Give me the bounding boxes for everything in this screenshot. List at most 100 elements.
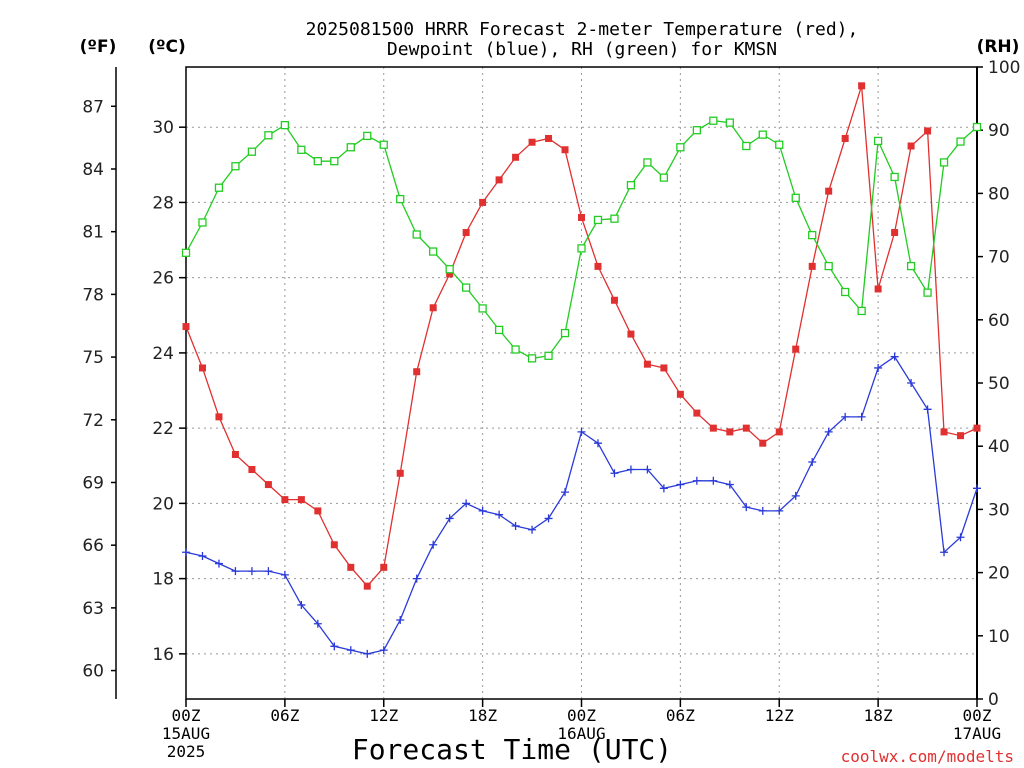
dewpoint-point [742, 503, 751, 512]
dewpoint-point [528, 525, 537, 534]
temperature-series [182, 82, 981, 590]
dewpoint-point [857, 412, 866, 421]
temperature-point [198, 364, 206, 372]
dewpoint-point [725, 480, 734, 489]
temperature-point [627, 330, 635, 338]
temperature-point [742, 424, 750, 432]
dewpoint-point [956, 533, 965, 542]
dewpoint-point [643, 465, 652, 474]
fahrenheit-tick-label: 84 [82, 160, 104, 180]
axes [111, 66, 983, 707]
temperature-point [363, 582, 371, 590]
rh-point [841, 287, 850, 297]
rh-point [313, 157, 322, 166]
grid-lines [186, 67, 977, 699]
dewpoint-point [692, 476, 701, 485]
dewpoint-point [297, 600, 306, 609]
rh-point [758, 130, 767, 139]
temperature-point [413, 368, 421, 376]
rh-point [890, 172, 899, 182]
temperature-point [462, 229, 470, 237]
dewpoint-series [182, 352, 981, 658]
temperature-point [380, 563, 388, 571]
dewpoint-point [363, 649, 372, 658]
rh-point [692, 126, 702, 135]
temperature-point [479, 198, 487, 206]
dewpoint-point [511, 521, 520, 530]
temperature-point [825, 187, 833, 195]
temperature-point [281, 496, 289, 504]
rh-tick-label: 100 [988, 58, 1020, 78]
celsius-tick-label: 18 [152, 570, 174, 590]
rh-point [396, 194, 405, 204]
dewpoint-point [379, 646, 388, 655]
rh-point [725, 118, 734, 127]
rh-point [511, 345, 520, 354]
temperature-point [924, 127, 932, 135]
rh-point [264, 131, 273, 140]
rh-point [676, 143, 685, 152]
temperature-point [858, 82, 866, 90]
temperature-point [594, 262, 602, 270]
temperature-point [231, 450, 239, 458]
temperature-point [676, 390, 684, 398]
rh-point [906, 261, 916, 271]
rh-tick-label: 80 [988, 184, 1010, 204]
celsius-tick-label: 26 [152, 269, 174, 289]
rh-point [577, 244, 586, 253]
rh-point [857, 306, 866, 316]
temperature-point [512, 153, 520, 161]
rh-point [231, 162, 240, 171]
dewpoint-point [824, 427, 833, 436]
dewpoint-point [445, 514, 454, 523]
rh-point [593, 215, 603, 225]
celsius-tick-label: 16 [152, 645, 174, 665]
temperature-point [561, 146, 569, 154]
rh-point [198, 218, 207, 227]
x-tick-label: 00Z [172, 706, 201, 725]
dewpoint-point [709, 476, 718, 485]
x-tick-label: 00Z [963, 706, 992, 725]
temperature-point [775, 428, 783, 436]
dewpoint-point [577, 427, 586, 436]
celsius-tick-label: 22 [152, 419, 174, 439]
temperature-point [940, 428, 948, 436]
rh-point [972, 122, 982, 132]
rh-point [478, 304, 487, 313]
temperature-point [841, 134, 849, 142]
rh-point [873, 136, 883, 146]
temperature-point [726, 428, 734, 436]
dewpoint-point [676, 480, 685, 489]
rh-tick-label: 20 [988, 564, 1010, 584]
temperature-point [957, 432, 965, 440]
x-tick-label: 12Z [765, 706, 794, 725]
rh-point [824, 261, 833, 271]
dewpoint-point [890, 352, 899, 361]
rh-point [280, 120, 290, 130]
dewpoint-point [907, 379, 916, 387]
temperature-point [528, 138, 536, 146]
rh-point [610, 214, 619, 223]
temperature-point [709, 424, 717, 432]
dewpoint-point [593, 439, 602, 448]
rh-point [775, 140, 784, 149]
rh-point [330, 157, 339, 166]
temperature-point [792, 345, 800, 353]
dewpoint-point [330, 642, 339, 651]
rh-point [429, 247, 438, 256]
dewpoint-point [264, 567, 273, 576]
chart-title-line2: Dewpoint (blue), RH (green) for KMSN [387, 39, 777, 60]
dewpoint-point [280, 570, 289, 579]
x-tick-date-label: 16AUG [557, 724, 605, 743]
rh-tick-label: 50 [988, 374, 1010, 394]
dewpoint-point [775, 506, 784, 515]
plot-frame [185, 66, 978, 700]
x-tick-label: 06Z [270, 706, 299, 725]
dewpoint-point [841, 412, 850, 421]
temperature-point [347, 563, 355, 571]
rh-point [247, 147, 257, 156]
x-tick-label: 18Z [468, 706, 497, 725]
rh-tick-label: 40 [988, 437, 1010, 457]
